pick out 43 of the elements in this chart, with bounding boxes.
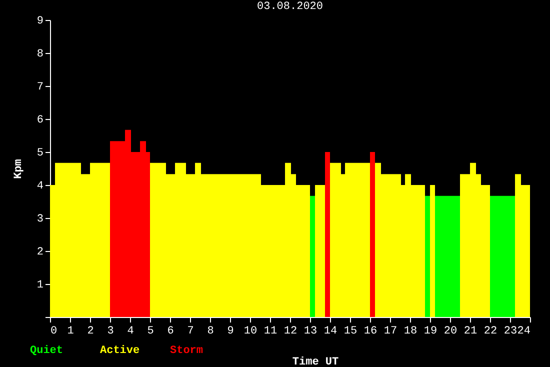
y-tick-label: 6 — [36, 114, 44, 126]
y-tick-label: 2 — [36, 246, 44, 258]
x-tick-label: 21 — [464, 326, 478, 338]
x-tick-label: 12 — [284, 326, 298, 338]
x-tick-label: 0 — [50, 326, 58, 338]
y-tick-label: 7 — [36, 82, 44, 94]
bar — [315, 185, 325, 317]
bar — [325, 152, 330, 317]
y-tick-label: 8 — [36, 48, 44, 60]
x-tick-label: 14 — [324, 326, 338, 338]
x-tick-label: 4 — [127, 326, 134, 338]
x-tick-label: 22 — [484, 326, 498, 338]
x-tick-label: 16 — [364, 326, 378, 338]
x-tick-label: 13 — [304, 326, 318, 338]
x-tick-label: 20 — [444, 326, 458, 338]
x-tick-label: 18 — [404, 326, 418, 338]
x-tick-label: 11 — [264, 326, 278, 338]
bar — [370, 152, 375, 317]
x-tick-label: 15 — [344, 326, 358, 338]
x-tick-label: 9 — [227, 326, 234, 338]
x-tick-label: 8 — [207, 326, 214, 338]
y-tick-label: 9 — [36, 16, 44, 28]
x-tick-label: 1 — [67, 326, 74, 338]
x-tick-label: 10 — [244, 326, 258, 338]
x-tick-label: 23 — [504, 326, 518, 338]
text: Quiet — [30, 345, 64, 357]
text: Storm — [170, 345, 204, 357]
y-axis-title: Kpm — [12, 158, 25, 179]
text: Active — [100, 345, 140, 357]
x-tick-label: 19 — [424, 326, 438, 338]
x-tick-label: 24 — [517, 326, 531, 338]
y-tick-label: 4 — [36, 180, 44, 192]
x-tick-label: 6 — [167, 326, 174, 338]
x-tick-label: 5 — [147, 326, 154, 338]
x-tick-label: 2 — [87, 326, 94, 338]
y-tick-label: 1 — [36, 280, 44, 292]
x-tick-label: 17 — [384, 326, 398, 338]
x-tick-label: 3 — [107, 326, 114, 338]
y-tick-label: 3 — [36, 214, 44, 226]
x-tick-label: 7 — [187, 326, 194, 338]
chart-title: 03.08.2020 — [256, 1, 324, 13]
x-axis-title: Time UT — [292, 356, 339, 367]
y-tick-label: 5 — [36, 148, 44, 160]
